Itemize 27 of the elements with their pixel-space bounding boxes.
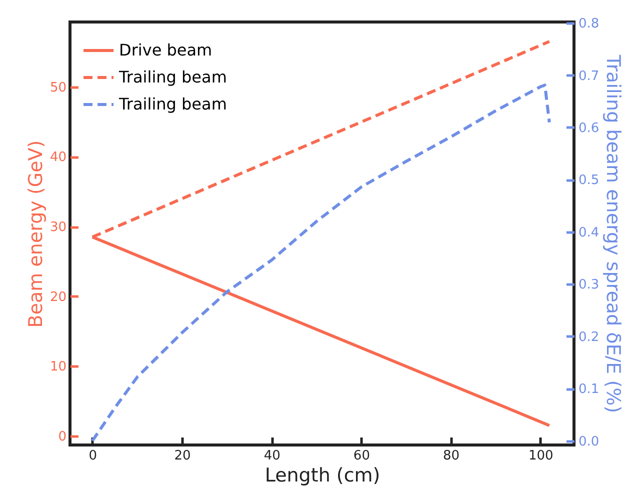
legend-label: Drive beam — [119, 40, 212, 60]
x-tick-label: 40 — [264, 448, 280, 464]
y2-tick-label: 0.2 — [578, 330, 600, 345]
y-tick-label: 10 — [50, 360, 66, 375]
y2-tick-label: 0.5 — [578, 173, 600, 188]
y-tick-label: 40 — [50, 150, 66, 166]
x-tick-label: 80 — [443, 448, 460, 464]
y2-tick-label: 0.0 — [578, 434, 600, 450]
y2-tick-label: 0.6 — [578, 120, 600, 136]
y2-tick-label: 0.7 — [578, 68, 600, 84]
x-axis-title: Length (cm) — [264, 464, 380, 486]
y2-tick-label: 0.3 — [578, 278, 600, 293]
legend-label: Trailing beam — [118, 68, 227, 86]
y-tick-label: 30 — [50, 220, 66, 236]
y-tick-label: 50 — [50, 80, 66, 96]
legend-label: Trailing beam — [118, 94, 227, 114]
y2-tick-label: 0.8 — [578, 16, 600, 32]
x-tick-label: 60 — [353, 448, 370, 464]
y-tick-label: 0 — [58, 429, 66, 444]
x-tick-label: 20 — [174, 448, 191, 464]
y2-tick-label: 0.4 — [578, 225, 600, 240]
x-tick-label: 100 — [528, 448, 554, 464]
y-tick-label: 20 — [50, 290, 66, 305]
x-tick-label: 0 — [88, 448, 98, 464]
y-axis-title: Beam energy (GeV) — [24, 140, 47, 328]
y2-tick-label: 0.1 — [578, 382, 600, 398]
y2-axis-title: Trailing beam energy spread δE/E (%) — [602, 54, 624, 414]
